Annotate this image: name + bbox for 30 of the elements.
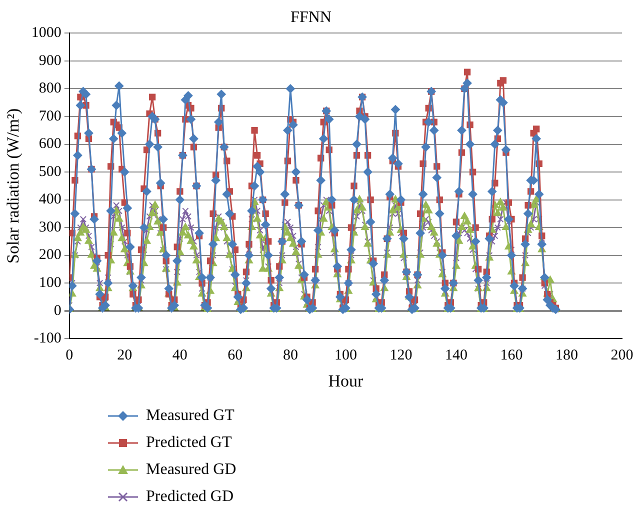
x-tick-label: 60 — [228, 348, 243, 364]
y-tick-label: 600 — [38, 136, 62, 152]
y-tick-label: 1000 — [31, 25, 62, 42]
y-tick-label: -100 — [34, 330, 62, 347]
legend-label: Measured GD — [146, 460, 236, 478]
x-tick-label: 20 — [117, 348, 132, 364]
legend-label: Measured GT — [146, 406, 234, 424]
x-tick-label: 180 — [555, 348, 578, 364]
x-tick-label: 40 — [172, 348, 188, 364]
x-tick-label: 140 — [444, 348, 468, 364]
legend-label: Predicted GT — [146, 434, 232, 452]
chart-title: FFNN — [290, 8, 332, 26]
x-tick-label: 0 — [66, 348, 74, 364]
x-tick-label: 200 — [610, 348, 634, 364]
y-tick-label: 400 — [38, 192, 62, 208]
y-tick-label: 700 — [38, 108, 62, 124]
y-tick-label: 100 — [38, 275, 62, 292]
y-tick-label: 800 — [38, 80, 62, 97]
x-axis-title: Hour — [328, 371, 364, 390]
y-tick-label: 300 — [38, 219, 62, 236]
y-tick-label: 0 — [54, 302, 62, 319]
legend-label: Predicted GD — [146, 488, 234, 506]
x-tick-label: 120 — [390, 348, 412, 364]
y-tick-label: 900 — [38, 52, 62, 69]
y-tick-label: 500 — [38, 164, 62, 180]
y-axis-title: Solar radiation (W/m²) — [4, 108, 23, 264]
x-tick-label: 80 — [282, 348, 298, 364]
x-tick-label: 160 — [500, 348, 523, 364]
y-tick-label: 200 — [38, 247, 62, 264]
x-tick-label: 100 — [334, 348, 357, 364]
